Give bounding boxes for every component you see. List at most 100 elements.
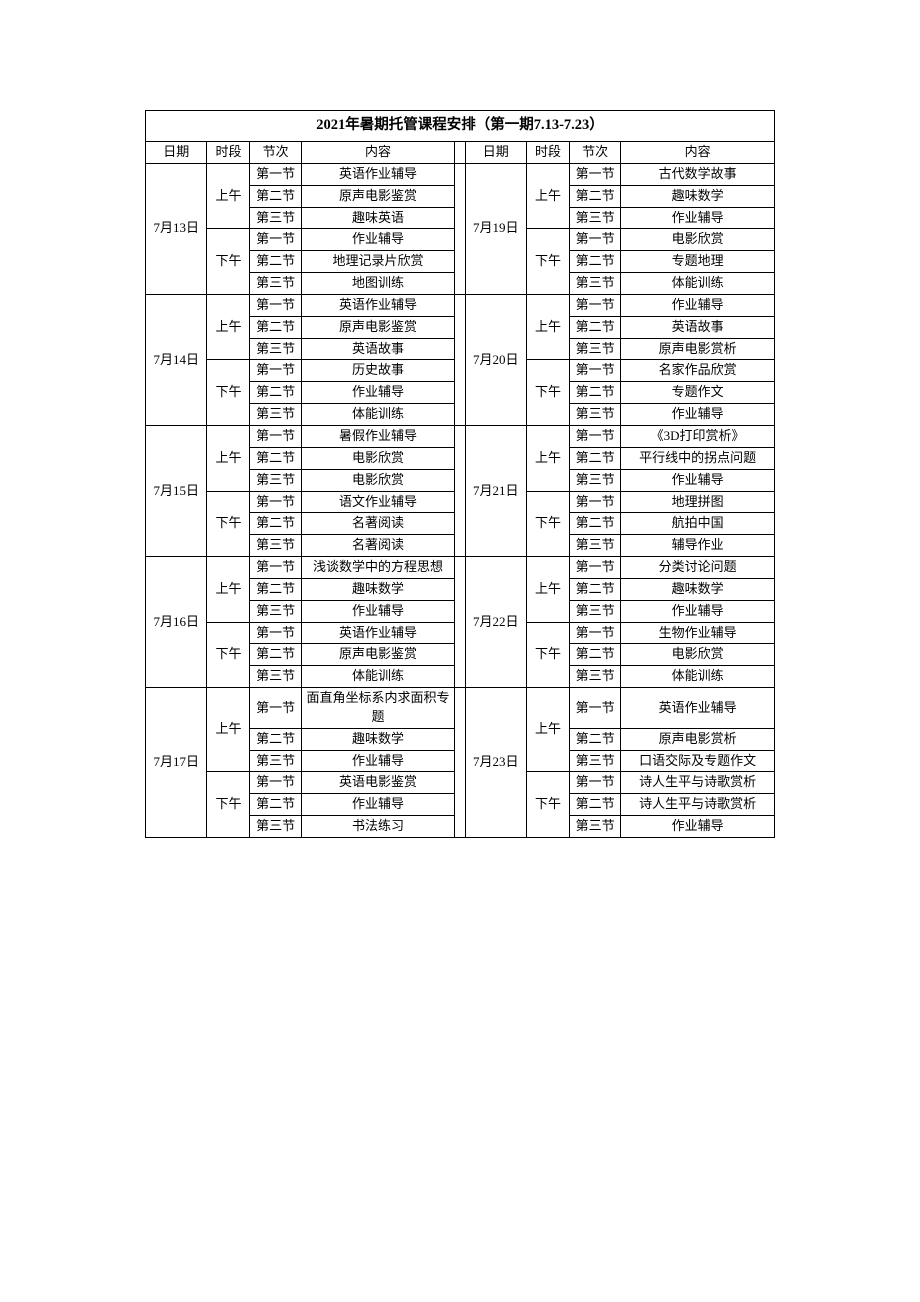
period-cell: 第二节 <box>250 316 301 338</box>
slot-cell: 下午 <box>207 360 250 426</box>
period-cell: 第二节 <box>570 794 621 816</box>
slot-cell: 上午 <box>207 294 250 360</box>
content-cell: 原声电影鉴赏 <box>301 185 455 207</box>
content-cell: 浅谈数学中的方程思想 <box>301 557 455 579</box>
period-cell: 第三节 <box>570 404 621 426</box>
content-cell: 电影欣赏 <box>621 229 775 251</box>
header-content-left: 内容 <box>301 142 455 164</box>
period-cell: 第二节 <box>570 447 621 469</box>
content-cell: 作业辅导 <box>621 469 775 491</box>
gap-cell <box>455 688 465 838</box>
content-cell: 原声电影赏析 <box>621 338 775 360</box>
date-cell: 7月13日 <box>146 163 207 294</box>
period-cell: 第一节 <box>570 622 621 644</box>
period-cell: 第三节 <box>250 469 301 491</box>
content-cell: 英语作业辅导 <box>621 688 775 729</box>
date-cell: 7月23日 <box>465 688 526 838</box>
content-cell: 英语故事 <box>301 338 455 360</box>
period-cell: 第二节 <box>250 578 301 600</box>
content-cell: 生物作业辅导 <box>621 622 775 644</box>
header-date-left: 日期 <box>146 142 207 164</box>
period-cell: 第三节 <box>570 750 621 772</box>
content-cell: 诗人生平与诗歌赏析 <box>621 794 775 816</box>
gap-cell <box>455 425 465 556</box>
content-cell: 暑假作业辅导 <box>301 425 455 447</box>
period-cell: 第二节 <box>570 185 621 207</box>
period-cell: 第三节 <box>570 469 621 491</box>
content-cell: 英语作业辅导 <box>301 163 455 185</box>
content-cell: 电影欣赏 <box>301 447 455 469</box>
period-cell: 第三节 <box>250 404 301 426</box>
content-cell: 作业辅导 <box>621 294 775 316</box>
content-cell: 《3D打印赏析》 <box>621 425 775 447</box>
period-cell: 第二节 <box>250 728 301 750</box>
period-cell: 第一节 <box>570 163 621 185</box>
period-cell: 第一节 <box>250 772 301 794</box>
period-cell: 第一节 <box>570 557 621 579</box>
slot-cell: 下午 <box>526 622 569 688</box>
slot-cell: 上午 <box>526 688 569 772</box>
date-cell: 7月15日 <box>146 425 207 556</box>
content-cell: 名著阅读 <box>301 535 455 557</box>
period-cell: 第二节 <box>250 251 301 273</box>
period-cell: 第一节 <box>250 491 301 513</box>
content-cell: 原声电影赏析 <box>621 728 775 750</box>
slot-cell: 上午 <box>207 425 250 491</box>
content-cell: 电影欣赏 <box>301 469 455 491</box>
content-cell: 作业辅导 <box>621 404 775 426</box>
period-cell: 第三节 <box>570 273 621 295</box>
schedule-row: 7月15日上午第一节暑假作业辅导7月21日上午第一节《3D打印赏析》 <box>146 425 775 447</box>
period-cell: 第一节 <box>250 557 301 579</box>
slot-cell: 下午 <box>207 622 250 688</box>
period-cell: 第二节 <box>570 382 621 404</box>
schedule-table: 2021年暑期托管课程安排（第一期7.13-7.23） 日期 时段 节次 内容 … <box>145 110 775 838</box>
period-cell: 第三节 <box>250 207 301 229</box>
period-cell: 第三节 <box>250 600 301 622</box>
slot-cell: 下午 <box>207 772 250 838</box>
period-cell: 第二节 <box>250 185 301 207</box>
schedule-row: 7月16日上午第一节浅谈数学中的方程思想7月22日上午第一节分类讨论问题 <box>146 557 775 579</box>
gap-cell <box>455 294 465 425</box>
content-cell: 地理记录片欣赏 <box>301 251 455 273</box>
period-cell: 第一节 <box>250 229 301 251</box>
header-period-right: 节次 <box>570 142 621 164</box>
content-cell: 趣味数学 <box>621 578 775 600</box>
content-cell: 语文作业辅导 <box>301 491 455 513</box>
period-cell: 第一节 <box>570 688 621 729</box>
slot-cell: 下午 <box>207 491 250 557</box>
period-cell: 第三节 <box>250 273 301 295</box>
content-cell: 作业辅导 <box>301 750 455 772</box>
content-cell: 体能训练 <box>621 666 775 688</box>
content-cell: 古代数学故事 <box>621 163 775 185</box>
content-cell: 专题作文 <box>621 382 775 404</box>
content-cell: 作业辅导 <box>301 600 455 622</box>
period-cell: 第三节 <box>570 535 621 557</box>
period-cell: 第三节 <box>250 338 301 360</box>
period-cell: 第二节 <box>570 316 621 338</box>
period-cell: 第一节 <box>250 622 301 644</box>
content-cell: 历史故事 <box>301 360 455 382</box>
content-cell: 诗人生平与诗歌赏析 <box>621 772 775 794</box>
slot-cell: 上午 <box>207 163 250 229</box>
slot-cell: 上午 <box>526 557 569 623</box>
content-cell: 电影欣赏 <box>621 644 775 666</box>
content-cell: 原声电影鉴赏 <box>301 316 455 338</box>
content-cell: 分类讨论问题 <box>621 557 775 579</box>
period-cell: 第二节 <box>250 382 301 404</box>
schedule-row: 7月13日上午第一节英语作业辅导7月19日上午第一节古代数学故事 <box>146 163 775 185</box>
period-cell: 第二节 <box>250 794 301 816</box>
slot-cell: 下午 <box>526 360 569 426</box>
period-cell: 第一节 <box>570 229 621 251</box>
content-cell: 地理拼图 <box>621 491 775 513</box>
title-row: 2021年暑期托管课程安排（第一期7.13-7.23） <box>146 111 775 142</box>
period-cell: 第二节 <box>570 578 621 600</box>
content-cell: 平行线中的拐点问题 <box>621 447 775 469</box>
content-cell: 体能训练 <box>301 404 455 426</box>
slot-cell: 下午 <box>526 491 569 557</box>
period-cell: 第三节 <box>570 816 621 838</box>
header-slot-right: 时段 <box>526 142 569 164</box>
content-cell: 体能训练 <box>301 666 455 688</box>
period-cell: 第二节 <box>570 513 621 535</box>
date-cell: 7月14日 <box>146 294 207 425</box>
date-cell: 7月21日 <box>465 425 526 556</box>
